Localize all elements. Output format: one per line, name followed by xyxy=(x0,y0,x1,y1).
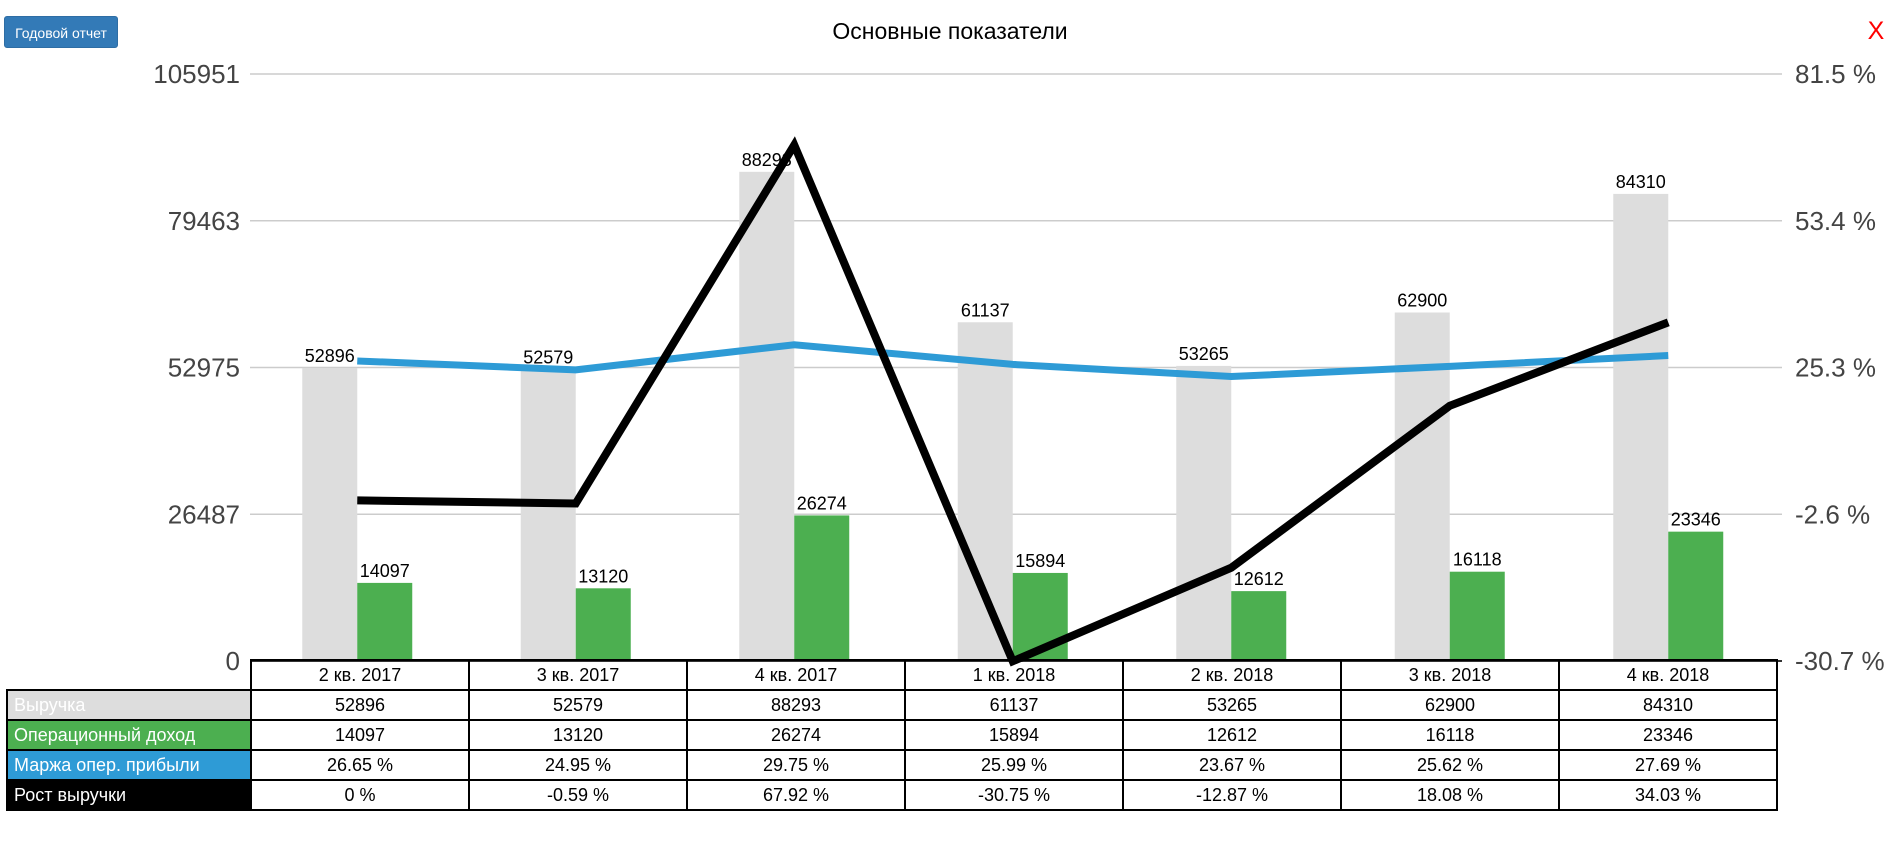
y-right-tick-label: 25.3 % xyxy=(1795,353,1876,383)
table-cell: 23346 xyxy=(1558,719,1778,751)
table-cell: -30.75 % xyxy=(904,779,1124,811)
revenue-bar xyxy=(520,369,576,661)
table-header-cell: 2 кв. 2018 xyxy=(1122,659,1342,691)
y-left-tick-label: 79463 xyxy=(168,206,240,236)
revenue-bar xyxy=(1613,193,1669,661)
table-cell: 25.99 % xyxy=(904,749,1124,781)
operating-income-bar xyxy=(794,515,850,661)
table-cell: 23.67 % xyxy=(1122,749,1342,781)
operating-income-bar-label: 23346 xyxy=(1671,510,1721,530)
table-cell: 84310 xyxy=(1558,689,1778,721)
y-right-tick-label: 53.4 % xyxy=(1795,206,1876,236)
operating-margin-line xyxy=(357,341,1669,381)
table-cell: 0 % xyxy=(250,779,470,811)
table-cell: 15894 xyxy=(904,719,1124,751)
close-button[interactable]: X xyxy=(1867,17,1885,45)
table-row: Рост выручки 0 % -0.59 % 67.92 % -30.75 % -12… xyxy=(6,779,1778,811)
y-left-tick-label: 52975 xyxy=(168,353,240,383)
table-cell: 24.95 % xyxy=(468,749,688,781)
annual-report-button[interactable]: Годовой отчет xyxy=(4,16,118,48)
table-cell: -12.87 % xyxy=(1122,779,1342,811)
revenue-bar-label: 62900 xyxy=(1397,291,1447,311)
revenue-bar-label: 52896 xyxy=(305,346,355,366)
table-cell: 26274 xyxy=(686,719,906,751)
table-header-cell: 4 кв. 2017 xyxy=(686,659,906,691)
table-cell: 29.75 % xyxy=(686,749,906,781)
table-cell: 14097 xyxy=(250,719,470,751)
revenue-bar-label: 84310 xyxy=(1616,172,1666,192)
y-axis-left: 105951 79463 52975 26487 0 xyxy=(153,59,240,676)
y-left-tick-label: 26487 xyxy=(168,499,240,529)
y-right-tick-label: 81.5 % xyxy=(1795,59,1876,89)
table-cell: 61137 xyxy=(904,689,1124,721)
operating-income-bar-label: 26274 xyxy=(797,493,847,513)
table-row-label: Рост выручки xyxy=(6,779,252,811)
table-row-label: Операционный доход xyxy=(6,719,252,751)
table-cell: 52896 xyxy=(250,689,470,721)
table-cell: 67.92 % xyxy=(686,779,906,811)
operating-income-bar xyxy=(1231,591,1287,661)
data-table: 2 кв. 2017 3 кв. 2017 4 кв. 2017 1 кв. 2018… xyxy=(6,659,1778,811)
revenue-bar xyxy=(1176,365,1232,661)
table-header-cell: 3 кв. 2017 xyxy=(468,659,688,691)
table-cell: 27.69 % xyxy=(1558,749,1778,781)
table-header-cell: 2 кв. 2017 xyxy=(250,659,470,691)
operating-income-bar xyxy=(1449,571,1505,661)
y-right-tick-label: -2.6 % xyxy=(1795,499,1870,529)
revenue-bar-label: 61137 xyxy=(961,300,1010,320)
table-cell: -0.59 % xyxy=(468,779,688,811)
table-cell: 13120 xyxy=(468,719,688,751)
table-header-cell: 4 кв. 2018 xyxy=(1558,659,1778,691)
table-cell: 18.08 % xyxy=(1340,779,1560,811)
bar-series xyxy=(302,171,1724,661)
table-header-cell: 3 кв. 2018 xyxy=(1340,659,1560,691)
table-row-label: Выручка xyxy=(6,689,252,721)
operating-income-bar xyxy=(575,588,631,661)
table-row: Операционный доход 14097 13120 26274 15894 12… xyxy=(6,719,1778,751)
revenue-bar-label: 52579 xyxy=(523,348,573,368)
table-row: Выручка 52896 52579 88293 61137 53265 62900 843… xyxy=(6,689,1778,721)
operating-income-bar-label: 14097 xyxy=(360,561,410,581)
table-cell: 88293 xyxy=(686,689,906,721)
table-cell: 52579 xyxy=(468,689,688,721)
chart-title: Основные показатели xyxy=(832,18,1068,44)
y-left-tick-label: 105951 xyxy=(153,59,240,89)
table-cell: 53265 xyxy=(1122,689,1342,721)
operating-income-bar-label: 15894 xyxy=(1015,551,1065,571)
table-cell: 26.65 % xyxy=(250,749,470,781)
operating-income-bar-label: 12612 xyxy=(1234,569,1284,589)
table-row: Маржа опер. прибыли 26.65 % 24.95 % 29.75 %… xyxy=(6,749,1778,781)
table-header-row: 2 кв. 2017 3 кв. 2017 4 кв. 2017 1 кв. 2018… xyxy=(7,659,1778,691)
revenue-bar xyxy=(957,322,1013,661)
table-cell: 34.03 % xyxy=(1558,779,1778,811)
table-header-cell: 1 кв. 2018 xyxy=(904,659,1124,691)
operating-income-bar xyxy=(357,582,413,661)
bar-data-labels: 52896 52579882936113753265629008431014097… xyxy=(305,150,1721,589)
table-row-label: Маржа опер. прибыли xyxy=(6,749,252,781)
table-cell: 12612 xyxy=(1122,719,1342,751)
revenue-bar xyxy=(302,367,358,661)
table-cell: 25.62 % xyxy=(1340,749,1560,781)
table-cell: 62900 xyxy=(1340,689,1560,721)
table-cell: 16118 xyxy=(1340,719,1560,751)
operating-income-bar-label: 16118 xyxy=(1453,550,1502,570)
revenue-bar-label: 53265 xyxy=(1179,344,1229,364)
y-right-tick-label: -30.7 % xyxy=(1795,646,1885,676)
operating-income-bar xyxy=(1668,531,1724,661)
operating-income-bar-label: 13120 xyxy=(578,566,628,586)
y-left-tick-label: 0 xyxy=(226,646,240,676)
revenue-bar xyxy=(739,171,795,661)
y-axis-right: 81.5 % 53.4 % 25.3 % -2.6 % -30.7 % xyxy=(1795,59,1885,676)
table-corner xyxy=(7,660,251,690)
